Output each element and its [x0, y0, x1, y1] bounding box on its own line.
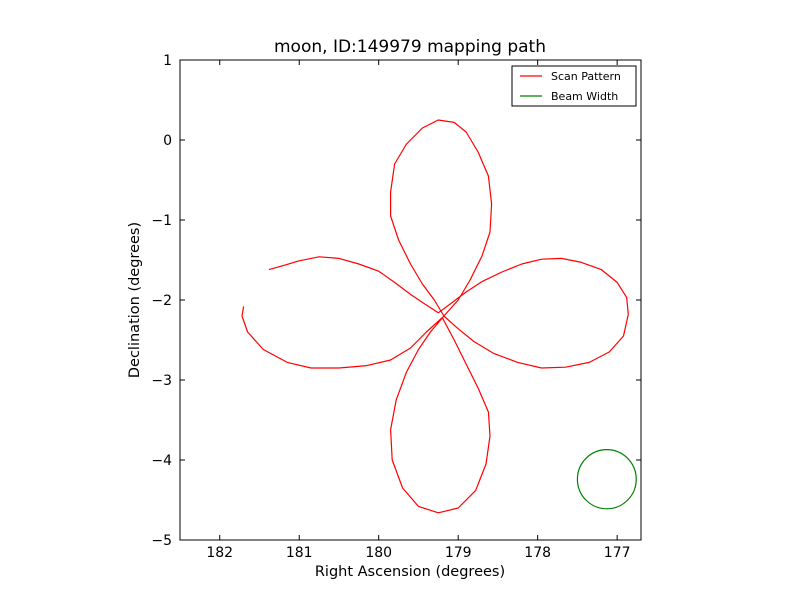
x-axis-label: Right Ascension (degrees) [315, 564, 505, 580]
y-axis-label: Declination (degrees) [127, 222, 143, 378]
x-tick-label: 179 [445, 545, 472, 561]
plot-area [179, 59, 642, 541]
legend-box [511, 65, 637, 107]
y-tick-label: 0 [163, 133, 172, 149]
scan-pattern-line [241, 119, 629, 514]
y-tick-label: −4 [151, 453, 172, 469]
chart-title: moon, ID:149979 mapping path [274, 37, 546, 57]
y-tick-label: −2 [151, 293, 172, 309]
x-tick-label: 182 [206, 545, 233, 561]
y-tick-label: −1 [151, 213, 172, 229]
plot-background [180, 60, 641, 540]
y-tick-label: −3 [151, 373, 172, 389]
x-tick-label: 180 [365, 545, 392, 561]
x-tick-label: 177 [604, 545, 631, 561]
y-tick-label: 1 [163, 53, 172, 69]
legend: Scan Pattern Beam Width [511, 65, 637, 107]
beam-width-circle [576, 449, 637, 510]
legend-scan-pattern-label: Scan Pattern [551, 70, 621, 83]
y-tick-label: −5 [151, 533, 172, 549]
x-tick-label: 181 [286, 545, 313, 561]
legend-beam-width-label: Beam Width [551, 90, 618, 103]
x-tick-label: 178 [524, 545, 551, 561]
